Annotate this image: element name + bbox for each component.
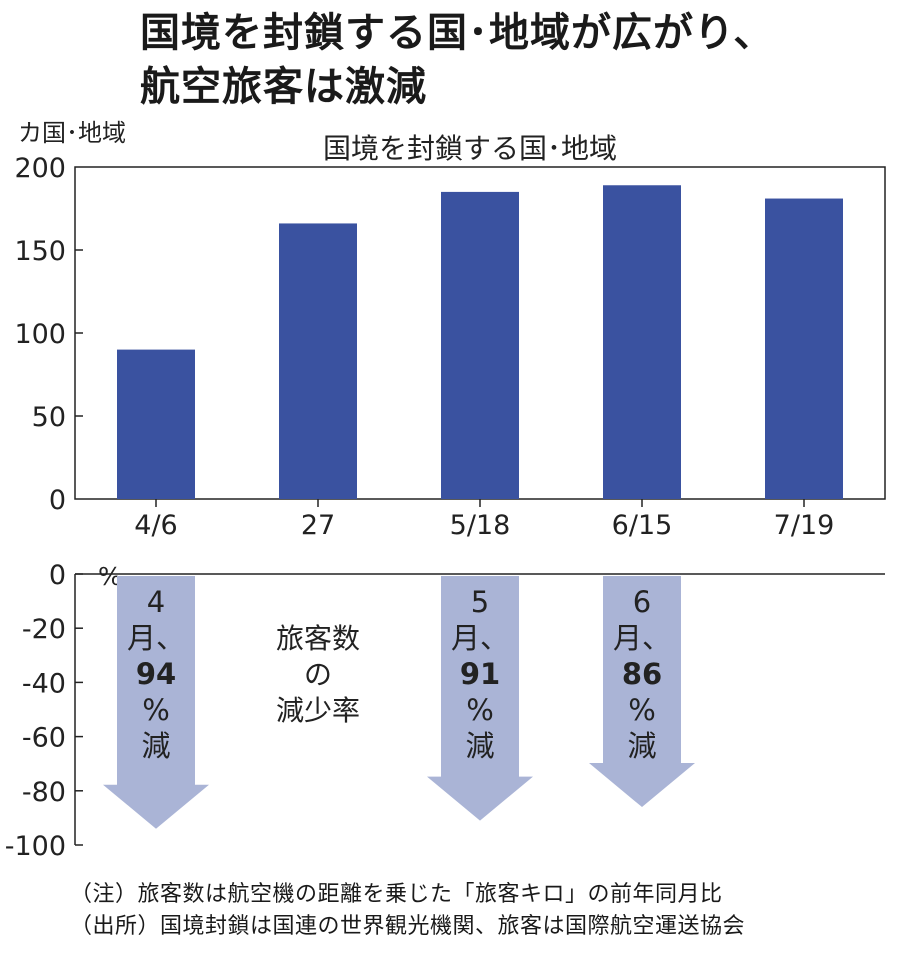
y-unit-label: カ国･地域 [18, 119, 126, 147]
bar [279, 223, 357, 499]
decline-word-label: 減 [465, 729, 494, 763]
x-tick-label: 5/18 [450, 510, 511, 541]
bar [117, 349, 195, 499]
y-tick-label: 50 [32, 402, 66, 433]
decline-arrow [427, 576, 533, 821]
source-text: （出所）国境封鎖は国連の世界観光機関、旅客は国際航空運送協会 [70, 914, 746, 939]
month-label: 月、 [613, 621, 671, 655]
y-tick-label: -60 [22, 723, 66, 754]
y-tick-label: 200 [14, 153, 66, 184]
y-tick-label: -40 [22, 668, 66, 699]
bar [441, 191, 519, 499]
decline-arrow [103, 576, 209, 829]
decline-word-label: 減 [627, 729, 656, 763]
month-label: 月、 [127, 621, 185, 655]
x-tick-label: 6/15 [612, 510, 673, 541]
month-number-label: 5 [471, 585, 489, 619]
y-tick-label: -20 [22, 614, 66, 645]
x-tick-label: 7/19 [774, 510, 835, 541]
y-tick-label: -80 [22, 777, 66, 808]
month-label: 月、 [451, 621, 509, 655]
y-tick-label: 0 [49, 485, 66, 516]
note-text: （注）旅客数は航空機の距離を乗じた「旅客キロ」の前年同月比 [70, 882, 723, 907]
series-label: 減少率 [276, 694, 360, 727]
percent-label: % [142, 693, 170, 727]
y-tick-label: 100 [14, 319, 66, 350]
decline-arrow [589, 576, 695, 808]
bar [765, 198, 843, 500]
percent-label: % [628, 693, 656, 727]
chart-title: 国境を封鎖する国･地域が広がり、 航空旅客は激減 [140, 6, 880, 114]
value-label: 91 [460, 657, 500, 691]
month-number-label: 6 [633, 585, 651, 619]
chart-subtitle: 国境を封鎖する国･地域 [323, 132, 617, 165]
x-tick-label: 4/6 [134, 510, 177, 541]
y-tick-label: -100 [5, 831, 66, 862]
y-unit-label: % [98, 562, 122, 591]
value-label: 94 [136, 657, 176, 691]
series-label: 旅客数 [276, 622, 360, 655]
month-number-label: 4 [147, 585, 165, 619]
x-tick-label: 27 [301, 510, 335, 541]
percent-label: % [466, 693, 494, 727]
title-line-2: 航空旅客は激減 [140, 64, 427, 110]
title-line-1: 国境を封鎖する国･地域が広がり、 [140, 10, 775, 56]
y-tick-label: 150 [14, 236, 66, 267]
bar [603, 185, 681, 499]
value-label: 86 [622, 657, 662, 691]
decline-word-label: 減 [141, 729, 170, 763]
series-label: の [304, 658, 332, 691]
y-tick-label: 0 [49, 560, 66, 591]
